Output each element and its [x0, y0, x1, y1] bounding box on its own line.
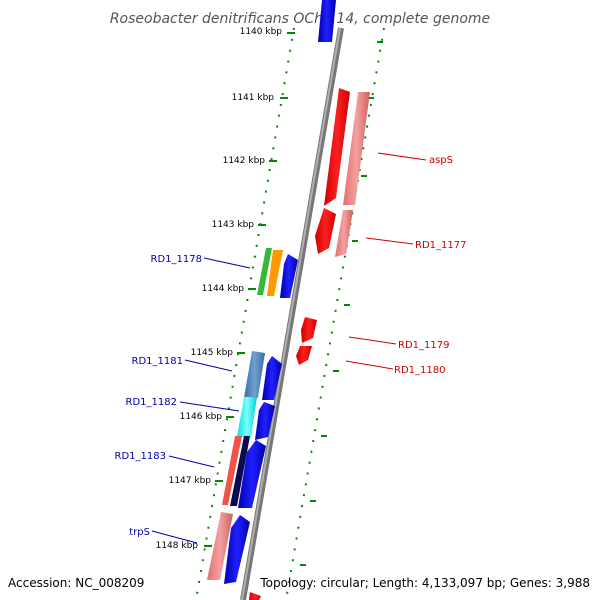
RD1_1183-gene-dark[interactable] — [230, 436, 250, 506]
RD1_1177-gene-arrow[interactable] — [315, 208, 336, 254]
aspS-gene-bar[interactable] — [343, 92, 370, 205]
RD1_1181-gene-bar[interactable] — [244, 351, 265, 398]
tick-label-1141: 1141 kbp — [232, 93, 275, 103]
RD1_1178-gene-orange[interactable] — [267, 250, 283, 296]
aspS-leader — [377, 152, 427, 161]
tick-label-1147: 1147 kbp — [169, 476, 212, 486]
gene-label-RD1_1183[interactable]: RD1_1183 — [115, 451, 166, 462]
RD1_1178-gene-green[interactable] — [257, 248, 272, 295]
topology-text: Topology: circular; Length: 4,133,097 bp… — [259, 576, 590, 590]
gene-label-trpS[interactable]: trpS — [129, 527, 150, 538]
tick-label-1144: 1144 kbp — [202, 284, 245, 294]
RD1_1179-leader — [348, 336, 397, 345]
RD1_1183-gene-arrow[interactable] — [238, 440, 266, 508]
major-ticks — [204, 32, 295, 547]
RD1_1177-leader — [365, 237, 414, 245]
trpS-gene-arrow[interactable] — [224, 515, 250, 584]
gene-label-aspS[interactable]: aspS — [429, 155, 453, 166]
gene-label-RD1_1181[interactable]: RD1_1181 — [132, 356, 183, 367]
tick-label-1142: 1142 kbp — [223, 156, 266, 166]
aspS-gene-arrow[interactable] — [324, 88, 350, 206]
tick-label-1148: 1148 kbp — [156, 541, 199, 551]
left-tick-rail — [195, 27, 295, 600]
RD1_1180-leader — [345, 360, 394, 370]
tick-label-1145: 1145 kbp — [191, 348, 234, 358]
RD1_1183-leader — [168, 455, 215, 468]
gene-label-RD1_1182[interactable]: RD1_1182 — [126, 397, 177, 408]
gene-label-RD1_1179[interactable]: RD1_1179 — [398, 340, 449, 351]
accession-text: Accession: NC_008209 — [8, 576, 144, 590]
trpS-leader — [151, 530, 198, 544]
RD1_1182-leader — [179, 401, 240, 412]
right-tick-rail — [285, 27, 385, 600]
RD1_1179-gene-arrow[interactable] — [301, 317, 317, 343]
RD1_1178-leader — [203, 257, 251, 269]
RD1_1183-gene-bar[interactable] — [222, 436, 242, 505]
tick-label-1140: 1140 kbp — [240, 27, 283, 37]
map-title: Roseobacter denitrificans OCh 114, compl… — [110, 11, 490, 27]
RD1_1177-gene-bar[interactable] — [335, 210, 353, 257]
tick-label-1146: 1146 kbp — [180, 412, 223, 422]
next-gene-arrow[interactable] — [249, 592, 261, 600]
gene-label-RD1_1178[interactable]: RD1_1178 — [151, 254, 202, 265]
tick-label-1143: 1143 kbp — [212, 220, 255, 230]
RD1_1180-gene-arrow[interactable] — [296, 346, 312, 365]
top-gene-arrow[interactable] — [318, 0, 336, 42]
trpS-gene-bar[interactable] — [207, 512, 233, 580]
RD1_1178-gene-arrow[interactable] — [280, 254, 298, 298]
RD1_1182-gene-arrow[interactable] — [255, 402, 275, 440]
RD1_1181-gene-arrow[interactable] — [262, 356, 282, 400]
RD1_1182-gene-bar[interactable] — [237, 397, 257, 437]
gene-label-RD1_1177[interactable]: RD1_1177 — [415, 240, 466, 251]
gene-label-RD1_1180[interactable]: RD1_1180 — [394, 365, 445, 376]
RD1_1181-leader — [184, 359, 233, 372]
